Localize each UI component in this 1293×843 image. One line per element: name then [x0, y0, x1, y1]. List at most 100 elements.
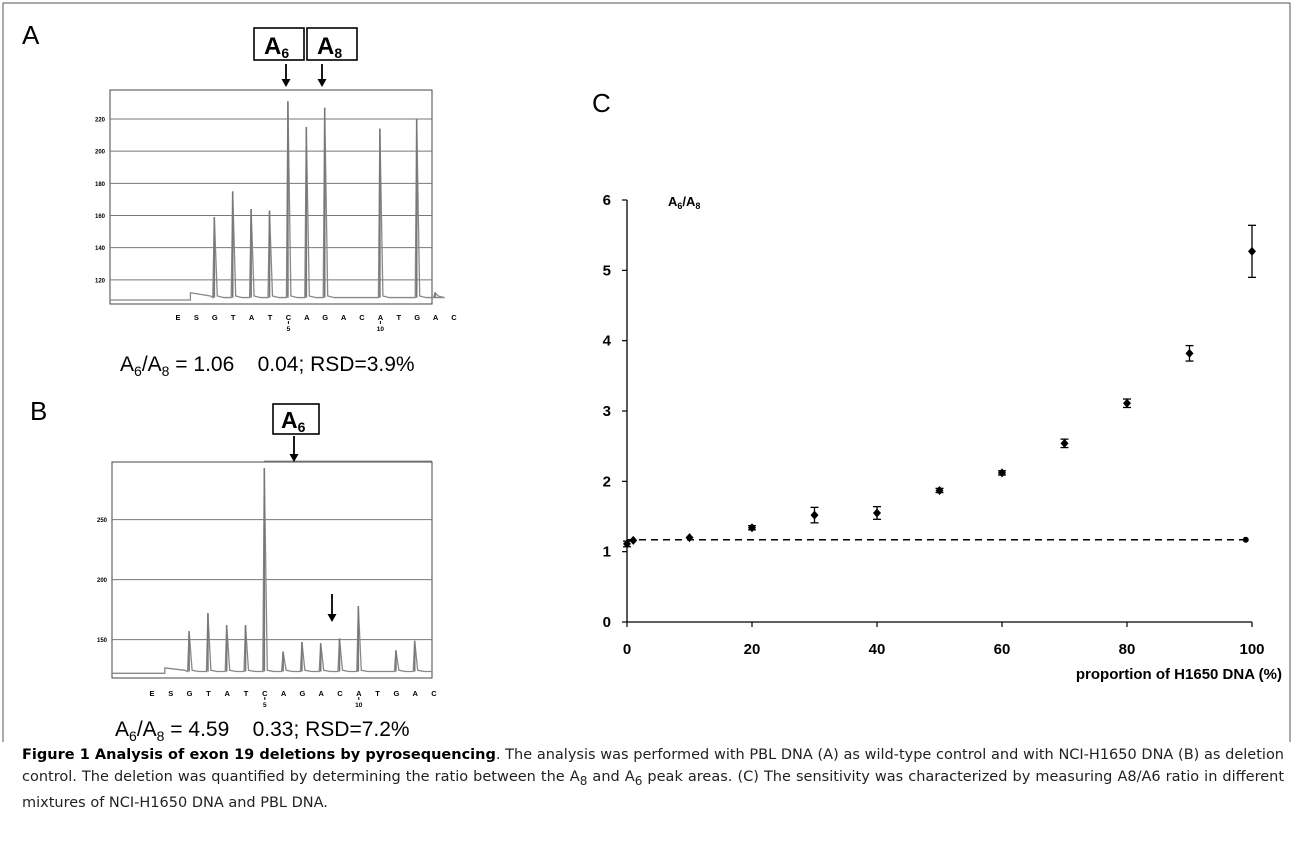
svg-text:A6: A6 — [264, 33, 289, 61]
y-tick-label: 160 — [95, 214, 106, 220]
base-label: A — [304, 313, 310, 322]
y-tick-label: 120 — [95, 278, 106, 284]
y-tick-label: 150 — [97, 638, 108, 644]
panel-b-a6-base: A — [281, 407, 298, 433]
data-point — [748, 523, 756, 533]
data-point — [998, 468, 1006, 478]
panel-a-ratio: A6/A8 = 1.06 0.04; RSD=3.9% — [120, 353, 415, 379]
panel-a-a6-base: A — [264, 33, 281, 60]
svg-text:A8: A8 — [317, 33, 342, 61]
caption-line2c: peak areas. (C) The — [642, 769, 791, 785]
base-label: E — [175, 313, 180, 322]
panel-b-ratio: A6/A8 = 4.59 0.33; RSD=7.2% — [115, 718, 410, 742]
panel-a-letter: A — [22, 20, 40, 50]
x-tick-label: 60 — [994, 641, 1011, 658]
base-label: A — [412, 689, 418, 698]
panel-b-letter: B — [30, 396, 47, 426]
base-label: T — [397, 313, 402, 322]
panel-b-a6-sub: 6 — [298, 419, 306, 435]
y-tick-label: 220 — [95, 117, 106, 123]
base-label: A — [433, 313, 439, 322]
data-point — [1185, 348, 1194, 358]
base-label: A — [224, 689, 230, 698]
panel-b-peak-label-a6: A6 — [272, 403, 320, 435]
x-tick-label: 80 — [1119, 641, 1136, 658]
panel-a-ratio-rest: = 1.06 0.04; RSD=3.9% — [169, 353, 414, 376]
base-label: A — [318, 689, 324, 698]
panel-a-peak-labels: A6 A8 — [253, 27, 358, 61]
panel-c-y-label-a: A — [668, 194, 678, 209]
base-label: S — [194, 313, 199, 322]
caption-line2a: NCI-H1650 DNA (B) as deletion control. T… — [22, 747, 1284, 785]
panel-b-arrow-a8-head — [327, 614, 337, 622]
x-tick-label: 40 — [869, 641, 886, 658]
panel-a-peak-label-a6: A6 — [253, 27, 305, 61]
y-tick-label: 250 — [97, 518, 108, 524]
panel-a-peak-label-a8: A8 — [306, 27, 358, 61]
base-label: G — [187, 689, 193, 698]
x-tick-label: 20 — [744, 641, 761, 658]
base-label: G — [212, 313, 218, 322]
caption-line2b: and A — [587, 769, 635, 785]
panel-b-ratio-rest: = 4.59 0.33; RSD=7.2% — [164, 718, 409, 741]
y-tick-label: 6 — [603, 192, 611, 209]
panel-a-ratio-sub1: 6 — [134, 363, 142, 379]
y-tick-label: 0 — [603, 614, 611, 631]
y-tick-label: 2 — [603, 473, 611, 490]
y-tick-label: 3 — [603, 403, 611, 420]
base-label: G — [322, 313, 328, 322]
panel-b-ratio-sub2: 8 — [157, 728, 165, 742]
plot-frame — [111, 461, 433, 679]
panel-a-arrow-a6-head — [281, 79, 291, 87]
data-point — [629, 535, 638, 545]
caption-line2-sub1: 8 — [579, 773, 588, 788]
figure-caption: Figure 1 Analysis of exon 19 deletions b… — [22, 744, 1284, 814]
base-label: G — [414, 313, 420, 322]
base-label: E — [149, 689, 154, 698]
base-label: T — [375, 689, 380, 698]
panel-b-pyrogram: 150 200 250 E S G T A T C A G A C A T G A C 5 10 — [97, 436, 437, 709]
data-point — [810, 510, 819, 520]
caption-line1: . The analysis was performed with PBL DN… — [495, 747, 1054, 763]
position-mark: 5 — [263, 702, 267, 709]
panel-c-y-label-sub1: 6 — [677, 201, 682, 211]
base-label: C — [286, 313, 292, 322]
y-tick-label: 200 — [95, 150, 106, 156]
panel-b-ratio-a: A — [115, 718, 129, 741]
base-label: G — [299, 689, 305, 698]
position-mark: 10 — [355, 702, 363, 709]
base-label: C — [431, 689, 437, 698]
panel-a-a8-sub: 8 — [334, 45, 342, 61]
data-point — [685, 533, 694, 543]
base-label: T — [268, 313, 273, 322]
panel-c-y-label-sub2: 8 — [695, 201, 700, 211]
base-label: C — [337, 689, 343, 698]
data-point — [623, 539, 631, 549]
base-label: A — [341, 313, 347, 322]
panel-a-a8-base: A — [317, 33, 334, 60]
panel-b-ratio-slash: /A — [137, 718, 157, 741]
panel-a-arrow-a8-head — [317, 79, 327, 87]
base-label: A — [356, 689, 362, 698]
position-mark: 5 — [287, 326, 291, 333]
y-tick-label: 200 — [97, 578, 108, 584]
base-label: C — [359, 313, 365, 322]
y-tick-label: 4 — [603, 333, 612, 350]
plot-frame — [109, 89, 433, 305]
base-label: S — [168, 689, 173, 698]
panel-b-ratio-sub1: 6 — [129, 728, 137, 742]
caption-title: Figure 1 Analysis of exon 19 deletions b… — [22, 747, 496, 763]
reference-point — [1242, 536, 1249, 543]
data-point — [1248, 246, 1256, 256]
base-label: C — [451, 313, 457, 322]
panel-a-a6-sub: 6 — [281, 45, 289, 61]
y-tick-label: 5 — [603, 262, 611, 279]
data-point — [1060, 438, 1069, 448]
panel-a-ratio-a: A — [120, 353, 134, 376]
base-label: G — [393, 689, 399, 698]
position-mark: 10 — [377, 326, 385, 333]
